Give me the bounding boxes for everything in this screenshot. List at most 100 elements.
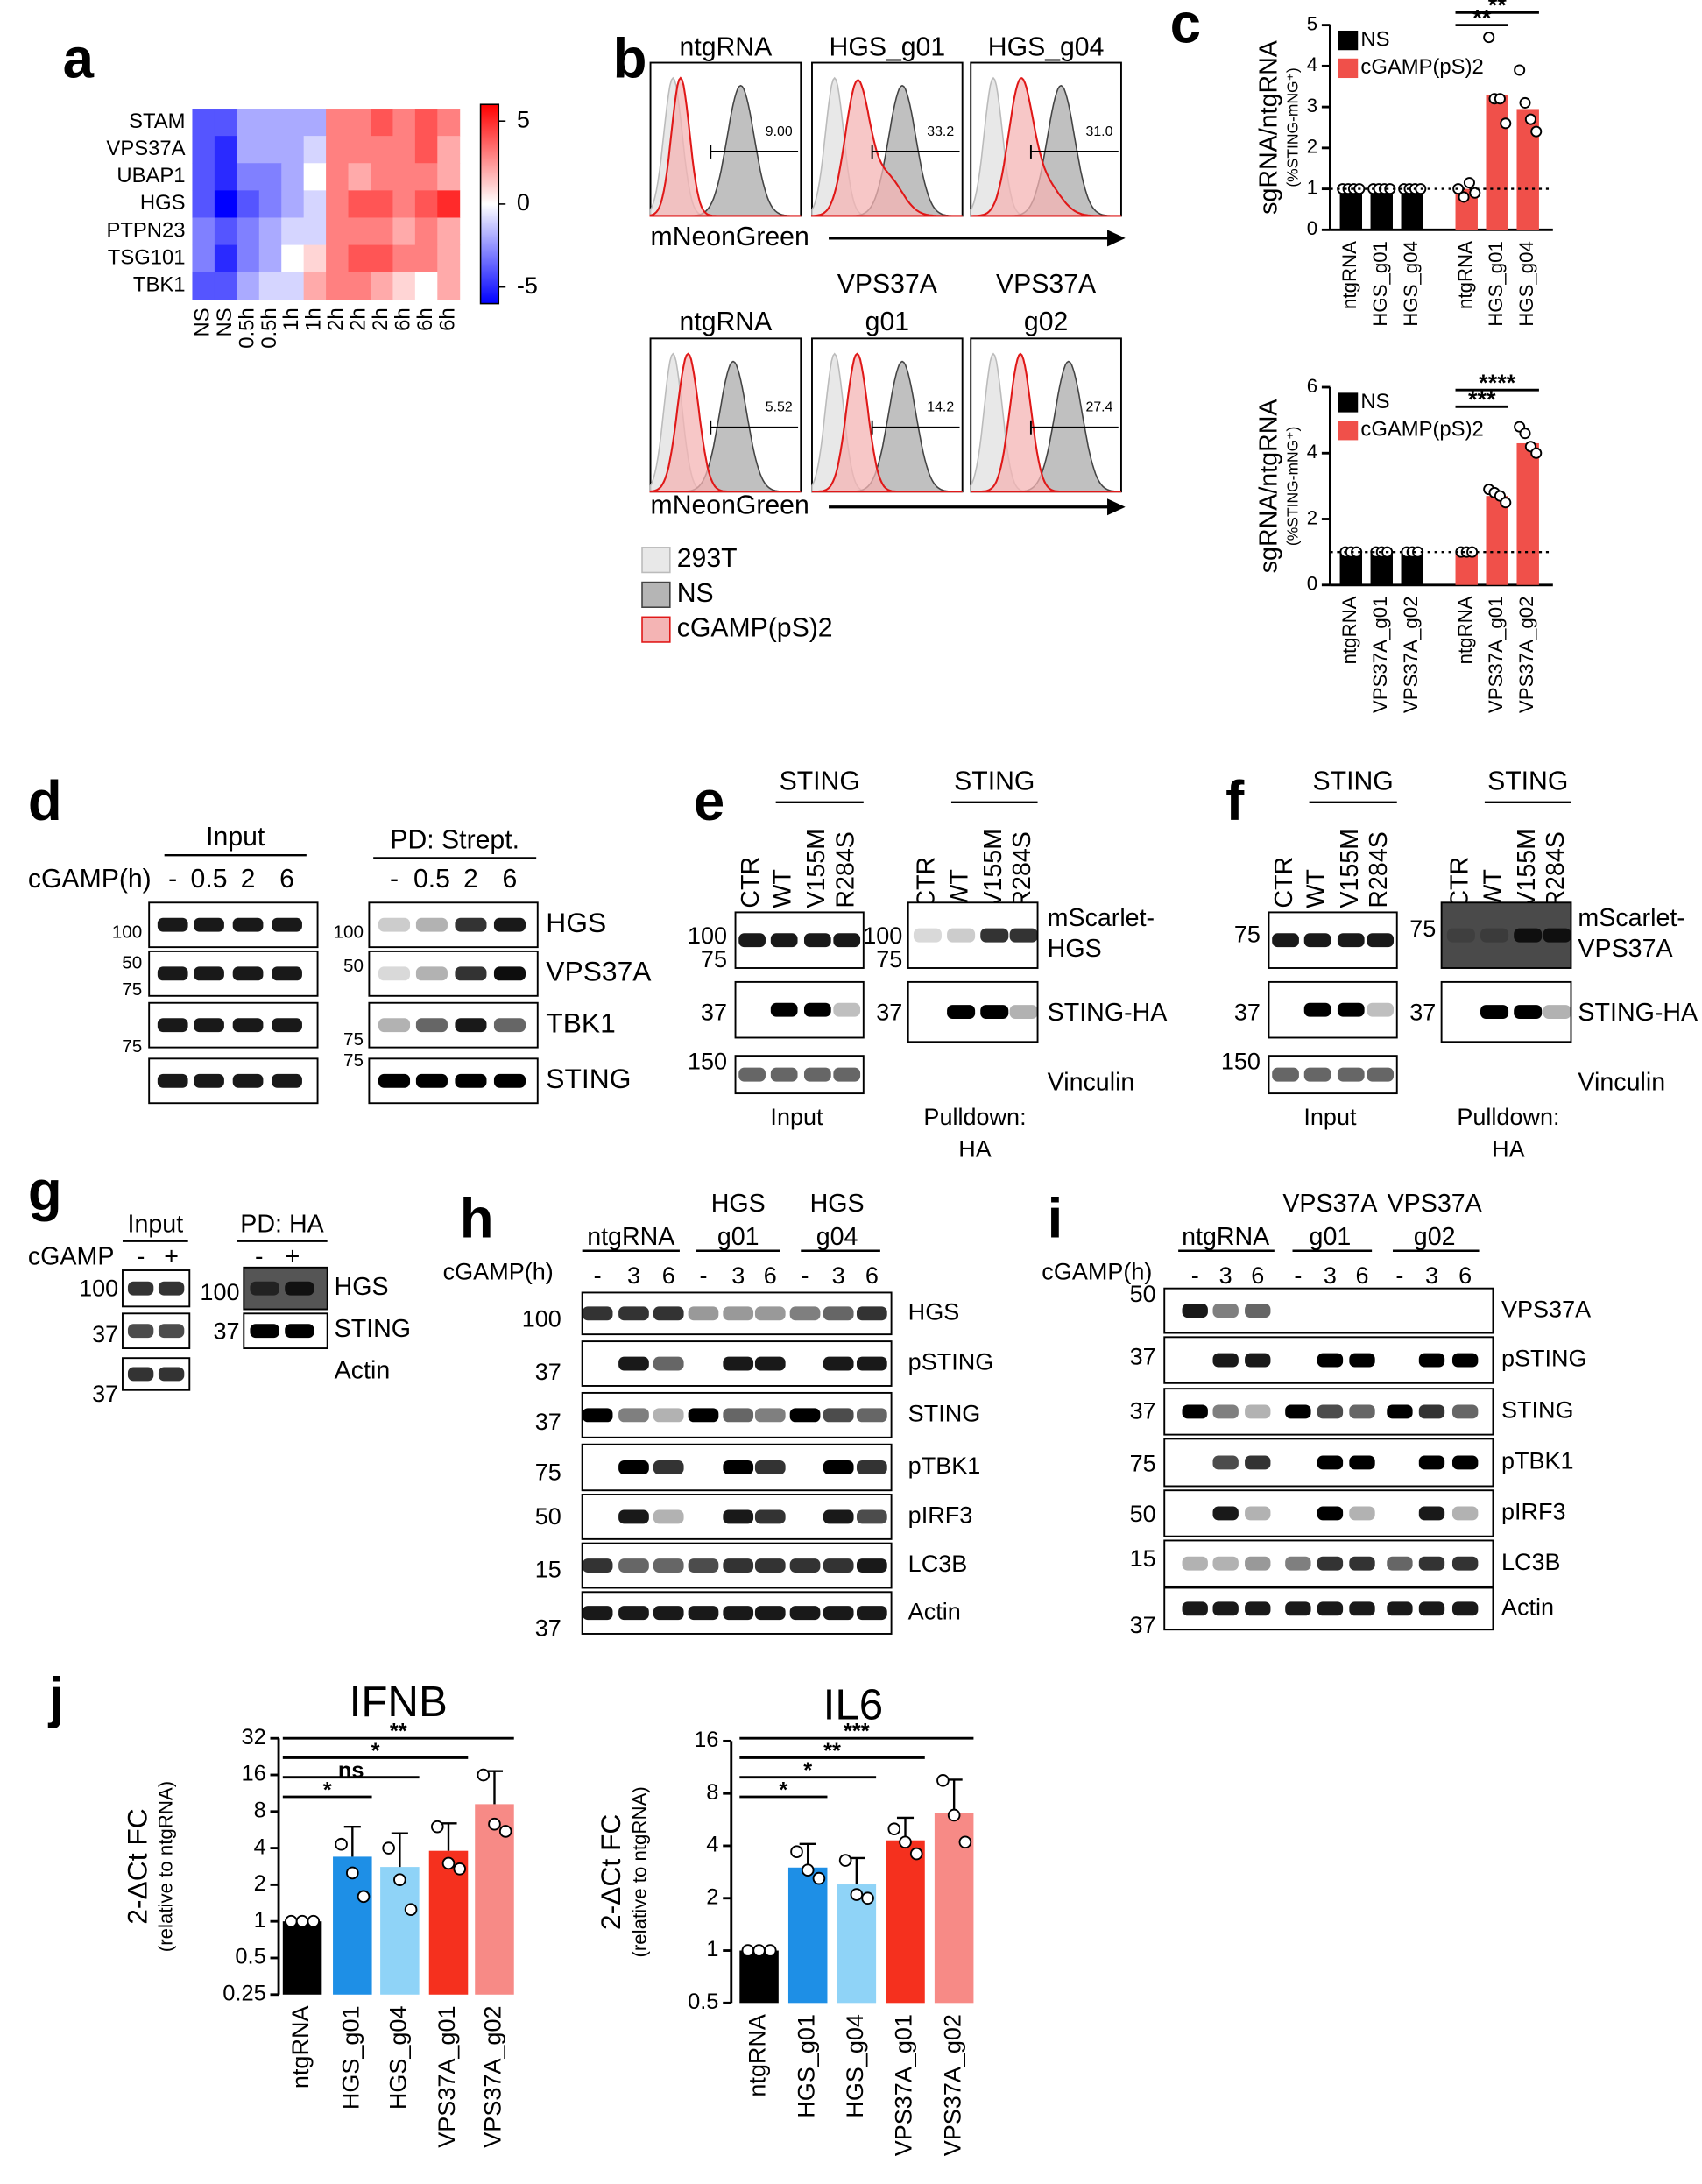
mw-label: 75: [701, 946, 727, 972]
lane-label: 3: [1324, 1262, 1337, 1289]
blot-band: [455, 1018, 487, 1033]
panel-label: c: [1170, 0, 1201, 55]
blot-band: [688, 1408, 719, 1423]
y-tick-label: 0: [1307, 573, 1317, 595]
blot-band: [754, 1558, 786, 1573]
x-tick-label: VPS37A_g02: [939, 2014, 965, 2156]
x-tick-label: HGS_g01: [793, 2014, 819, 2118]
mw-label: 37: [92, 1381, 118, 1407]
blot-band: [856, 1509, 887, 1524]
group-label: g04: [816, 1223, 858, 1251]
gate-value: 27.4: [1085, 400, 1112, 415]
blot-band: [754, 1460, 786, 1474]
heatmap-cell: [237, 272, 260, 300]
lane-label: V155M: [979, 829, 1007, 908]
lane-label: CTR: [1270, 857, 1298, 908]
x-tick-label: ntgRNA: [745, 2014, 771, 2097]
x-tick-label: HGS_g04: [1515, 241, 1537, 327]
band-label: TBK1: [546, 1007, 615, 1039]
mw-label: 100: [863, 922, 902, 949]
blot-band: [980, 1005, 1009, 1020]
group-label: HGS: [810, 1190, 865, 1218]
y-tick-label: 1: [1307, 176, 1317, 198]
data-point: [752, 1944, 766, 1957]
column-label: 2h: [324, 307, 348, 331]
colorbar-label: 5: [517, 106, 530, 132]
mw-label: 75: [535, 1459, 561, 1485]
blot-band: [1182, 1601, 1208, 1616]
lane-label: -: [802, 1262, 809, 1289]
data-point: [1483, 32, 1495, 44]
blot-band: [232, 966, 264, 981]
data-point: [498, 1825, 512, 1838]
legend-swatch: [641, 616, 671, 643]
data-point: [838, 1854, 852, 1867]
significance-label: *: [779, 1778, 787, 1802]
y-tick-label: 0: [1307, 217, 1317, 239]
blot-frame: [1268, 980, 1398, 1039]
legend-swatch: [1338, 421, 1359, 441]
blot-band: [723, 1408, 754, 1423]
blot-band: [378, 1073, 411, 1088]
flow-title: ntgRNA: [680, 307, 773, 336]
blot-band: [157, 917, 188, 932]
blot-band: [582, 1606, 613, 1621]
heatmap-cell: [437, 163, 461, 191]
heatmap-cell: [348, 163, 371, 191]
mw-label: 37: [535, 1409, 561, 1435]
blot-band: [913, 928, 942, 943]
blot-band: [1451, 1353, 1479, 1368]
mw-label: 50: [122, 953, 142, 973]
blot-band: [194, 1018, 224, 1033]
significance-label: *: [803, 1758, 812, 1783]
heatmap-cell: [392, 217, 416, 246]
band-label: VPS37A: [1578, 935, 1673, 963]
legend-swatch: [641, 547, 671, 574]
heatmap-cell: [214, 272, 237, 300]
blot-band: [803, 1002, 831, 1017]
blot-band: [415, 1073, 448, 1088]
blot-band: [947, 928, 976, 943]
condition-label: cGAMP(h): [1042, 1258, 1152, 1284]
column-label: 6h: [413, 307, 437, 331]
data-point: [404, 1903, 418, 1917]
data-point: [357, 1890, 371, 1904]
row-label: PTPN23: [106, 218, 185, 242]
heatmap-cell: [370, 244, 393, 273]
data-point: [958, 1835, 972, 1849]
lane-label: -: [137, 1242, 145, 1270]
heatmap-cell: [370, 272, 393, 300]
y-tick-label: 8: [254, 1799, 266, 1823]
heatmap-cell: [258, 109, 282, 137]
blot-band: [1387, 1601, 1413, 1616]
data-point: [763, 1944, 777, 1957]
blot-band: [455, 966, 487, 981]
heatmap-cell: [237, 190, 260, 218]
data-point: [801, 1863, 815, 1877]
blot-band: [823, 1356, 854, 1371]
heatmap-cell: [370, 190, 393, 218]
bar: [1486, 95, 1508, 230]
blot-band: [1480, 1005, 1509, 1020]
blot-band: [723, 1306, 754, 1321]
panel-label: g: [28, 1160, 62, 1222]
row-label: UBAP1: [117, 164, 185, 187]
blot-band: [272, 1073, 302, 1088]
row-label: TBK1: [133, 273, 186, 297]
heatmap-cell: [348, 136, 371, 164]
x-tick-label: ntgRNA: [1454, 596, 1476, 664]
data-point: [1519, 428, 1531, 440]
blot-band: [803, 933, 831, 948]
y-tick-label: 4: [706, 1833, 718, 1857]
band-label: STING-HA: [1578, 999, 1698, 1027]
x-tick-label: VPS37A_g02: [480, 2005, 506, 2147]
legend-label: NS: [1360, 27, 1389, 51]
group-label: ntgRNA: [1182, 1223, 1270, 1251]
band-label: HGS: [546, 907, 606, 938]
blot-band: [1303, 1002, 1331, 1017]
blot-band: [582, 1306, 613, 1321]
x-tick-label: VPS37A_g01: [891, 2014, 917, 2156]
bar: [739, 1950, 779, 2004]
blot-band: [493, 966, 526, 981]
blot-band: [1245, 1455, 1271, 1470]
